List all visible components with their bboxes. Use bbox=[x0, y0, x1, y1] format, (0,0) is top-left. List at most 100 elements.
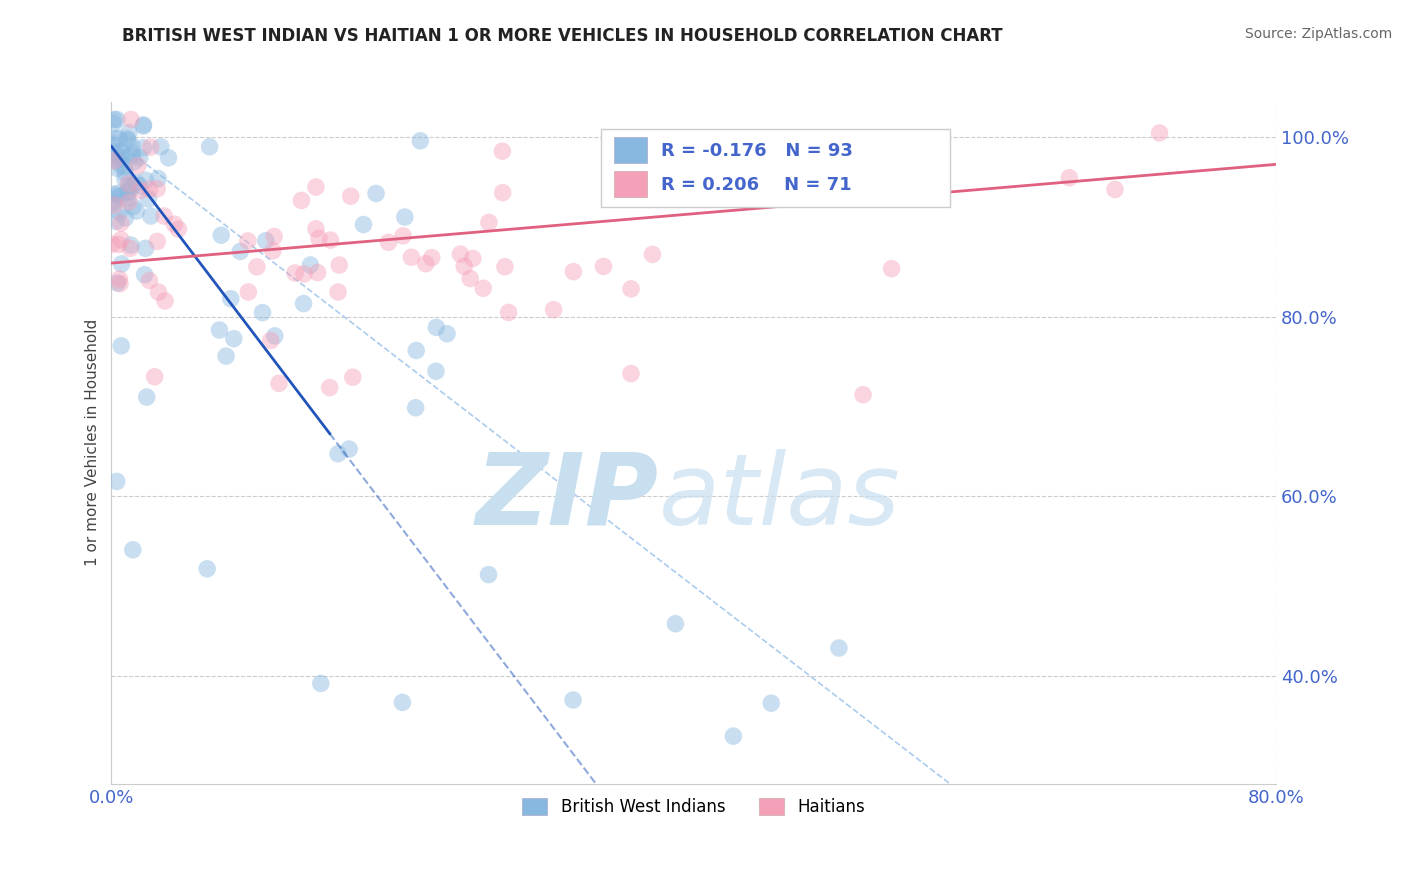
Point bbox=[118, 178, 141, 193]
Point bbox=[292, 267, 315, 281]
Point bbox=[449, 247, 471, 261]
Point bbox=[110, 233, 132, 247]
Point bbox=[543, 302, 565, 317]
Point bbox=[149, 140, 172, 154]
Point bbox=[118, 185, 141, 199]
Point bbox=[122, 200, 145, 214]
Point bbox=[641, 247, 664, 261]
Point bbox=[120, 149, 142, 163]
Point bbox=[562, 693, 585, 707]
Text: BRITISH WEST INDIAN VS HAITIAN 1 OR MORE VEHICLES IN HOUSEHOLD CORRELATION CHART: BRITISH WEST INDIAN VS HAITIAN 1 OR MORE… bbox=[122, 27, 1002, 45]
Point bbox=[391, 695, 413, 709]
Point bbox=[134, 268, 156, 282]
Point bbox=[114, 211, 136, 225]
Point bbox=[108, 272, 131, 286]
Point bbox=[498, 305, 520, 319]
Point bbox=[103, 197, 125, 211]
Point bbox=[436, 326, 458, 341]
Point bbox=[664, 616, 686, 631]
Point bbox=[307, 266, 329, 280]
Point bbox=[103, 116, 125, 130]
Point bbox=[148, 285, 170, 299]
Point bbox=[103, 153, 125, 168]
Point bbox=[208, 323, 231, 337]
Point bbox=[453, 260, 475, 274]
Point bbox=[1149, 126, 1171, 140]
Point bbox=[238, 285, 260, 299]
Point bbox=[125, 204, 148, 219]
Point bbox=[146, 182, 169, 196]
Point bbox=[103, 187, 125, 202]
Point bbox=[1059, 170, 1081, 185]
Point bbox=[262, 244, 284, 258]
Bar bbox=[614, 171, 647, 197]
Point bbox=[562, 265, 585, 279]
Point bbox=[117, 185, 139, 199]
Point bbox=[118, 126, 141, 140]
Point bbox=[761, 696, 783, 710]
Point bbox=[425, 320, 447, 334]
Text: R = 0.206    N = 71: R = 0.206 N = 71 bbox=[661, 176, 852, 194]
Point bbox=[128, 178, 150, 193]
Point bbox=[209, 228, 232, 243]
Point bbox=[129, 183, 152, 197]
Point bbox=[105, 112, 128, 127]
Point bbox=[254, 234, 277, 248]
Point bbox=[492, 186, 515, 200]
Point bbox=[117, 133, 139, 147]
Point bbox=[318, 380, 340, 394]
Point bbox=[425, 364, 447, 378]
Point bbox=[108, 277, 131, 291]
Point bbox=[105, 214, 128, 228]
Point bbox=[405, 343, 427, 358]
Point bbox=[110, 339, 132, 353]
Point bbox=[401, 250, 423, 264]
Point bbox=[132, 119, 155, 133]
Bar bbox=[614, 137, 647, 163]
Point bbox=[114, 172, 136, 186]
Point bbox=[308, 231, 330, 245]
Text: R = -0.176   N = 93: R = -0.176 N = 93 bbox=[661, 142, 853, 160]
Point bbox=[105, 161, 128, 175]
Point bbox=[132, 141, 155, 155]
Point bbox=[353, 218, 375, 232]
Point bbox=[103, 198, 125, 212]
Point bbox=[139, 182, 162, 196]
Point bbox=[110, 151, 132, 165]
Point bbox=[229, 244, 252, 259]
Point bbox=[1104, 182, 1126, 196]
Point bbox=[337, 442, 360, 456]
Point bbox=[477, 567, 499, 582]
Point bbox=[117, 177, 139, 191]
Point bbox=[828, 640, 851, 655]
Point bbox=[127, 159, 149, 173]
Point bbox=[105, 146, 128, 161]
Point bbox=[114, 166, 136, 180]
Point bbox=[305, 221, 328, 235]
Point bbox=[290, 194, 312, 208]
Point bbox=[153, 293, 176, 308]
Point bbox=[263, 329, 285, 343]
Point bbox=[472, 281, 495, 295]
Point bbox=[494, 260, 516, 274]
Point bbox=[120, 238, 142, 252]
Point bbox=[267, 376, 290, 391]
Point bbox=[139, 140, 162, 154]
Point bbox=[138, 273, 160, 287]
Point bbox=[114, 160, 136, 174]
Point bbox=[478, 215, 501, 229]
Point bbox=[110, 189, 132, 203]
Point bbox=[121, 139, 143, 153]
Text: Source: ZipAtlas.com: Source: ZipAtlas.com bbox=[1244, 27, 1392, 41]
Legend: British West Indians, Haitians: British West Indians, Haitians bbox=[516, 792, 872, 823]
Point bbox=[143, 369, 166, 384]
Point bbox=[394, 210, 416, 224]
Point bbox=[319, 233, 342, 247]
Point bbox=[328, 258, 350, 272]
Point bbox=[157, 151, 180, 165]
Point bbox=[117, 191, 139, 205]
Point bbox=[292, 296, 315, 310]
Point bbox=[236, 234, 259, 248]
Point bbox=[135, 241, 157, 255]
Point bbox=[121, 146, 143, 161]
